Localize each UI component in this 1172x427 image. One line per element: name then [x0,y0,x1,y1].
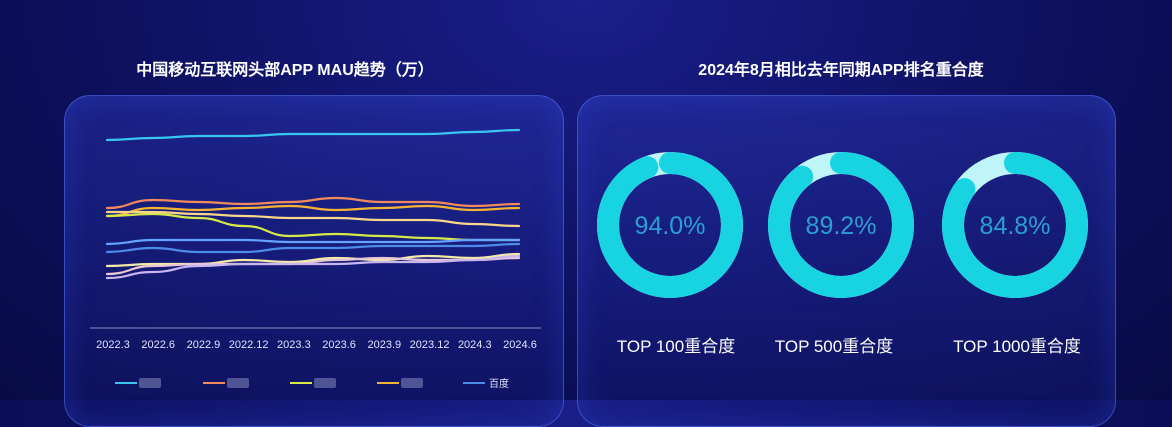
x-tick-label: 2024.6 [503,339,537,351]
donut-arc [768,152,914,298]
legend-label-blurred [401,378,423,388]
x-tick-label: 2023.12 [410,339,450,351]
x-tick-label: 2023.3 [277,339,311,351]
series-line-2 [105,204,521,218]
x-tick-label: 2023.6 [322,339,356,351]
donut-charts: 94.0% 89.2% 84.8% [597,152,1088,298]
x-tick-label: 2022.3 [96,339,130,351]
donut-arc [597,152,743,298]
series-line-3 [105,212,521,242]
series-line-5 [105,238,521,246]
series-line-6 [105,242,521,254]
x-tick-label: 2022.9 [187,339,221,351]
donut-label-top1000: TOP 1000重合度 [953,337,1081,356]
line-chart-title: 中国移动互联网头部APP MAU趋势（万） [136,62,434,79]
donut-label-top500: TOP 500重合度 [774,337,894,356]
x-tick-label: 2023.9 [368,339,402,351]
donut-percent: 84.8% [980,212,1051,240]
line-chart: 2022.3 2022.6 2022.9 2022.12 2023.3 2023.6 202… [90,128,541,390]
legend-label: 百度 [489,377,509,390]
donut-percent: 89.2% [806,212,877,240]
x-tick-label: 2024.3 [458,339,492,351]
overlap-panel [577,95,1116,427]
donut-section-title: 2024年8月相比去年同期APP排名重合度 [698,62,984,79]
legend-label-blurred [139,378,161,388]
donut-arc [942,152,1088,298]
donut-label-top100: TOP 100重合度 [616,337,736,356]
legend-label-blurred [314,378,336,388]
legend-label-blurred [227,378,249,388]
x-tick-label: 2022.6 [141,339,175,351]
donut-percent: 94.0% [635,212,706,240]
series-line-4 [105,210,521,228]
series-line-0 [105,128,521,142]
x-tick-label: 2022.12 [229,339,269,351]
series-line-1 [105,196,521,210]
series-line-9 [105,254,521,280]
